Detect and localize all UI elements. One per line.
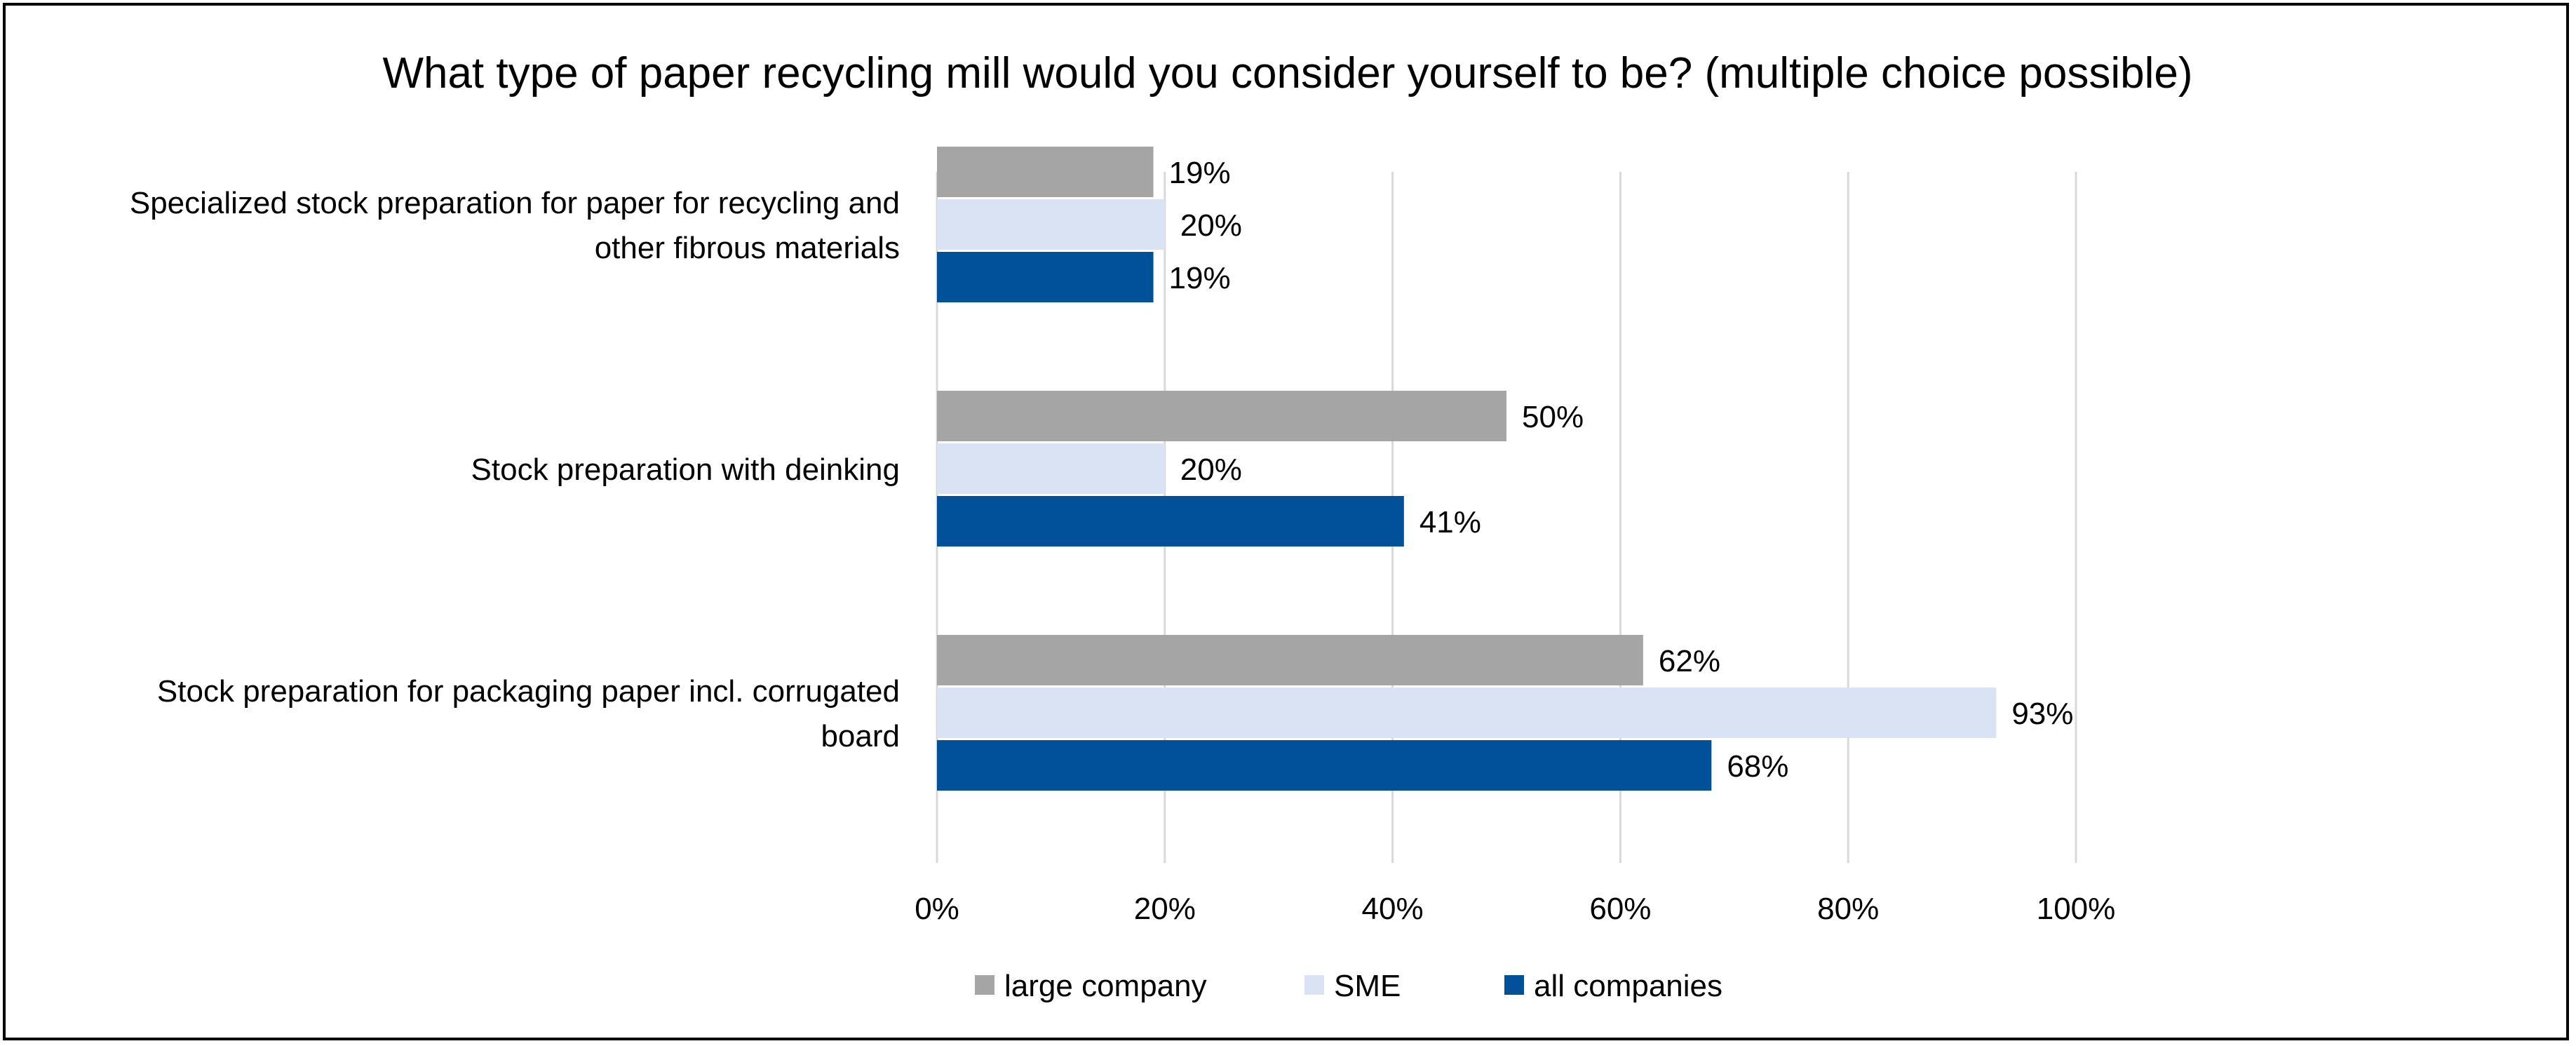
bar xyxy=(937,147,1154,197)
bar xyxy=(937,199,1165,250)
data-label: 93% xyxy=(2011,697,2073,731)
bar xyxy=(937,688,1997,738)
bar xyxy=(937,496,1404,547)
legend-swatch xyxy=(1304,975,1324,995)
category-label: other fibrous materials xyxy=(595,231,900,265)
data-label: 62% xyxy=(1659,644,1720,678)
data-label: 68% xyxy=(1727,749,1788,784)
legend-swatch xyxy=(975,975,994,995)
x-tick-label: 0% xyxy=(915,892,959,926)
data-label: 19% xyxy=(1169,156,1231,190)
legend-label: SME xyxy=(1334,969,1401,1003)
bar xyxy=(937,635,1643,685)
data-label: 41% xyxy=(1420,505,1481,539)
x-tick-label: 60% xyxy=(1589,892,1651,926)
x-tick-label: 80% xyxy=(1817,892,1879,926)
legend: large company SME all companies xyxy=(975,969,1722,1003)
data-label: 20% xyxy=(1180,452,1242,487)
category-label: Stock preparation with deinking xyxy=(471,452,900,487)
chart-title: What type of paper recycling mill would … xyxy=(382,49,2192,98)
category-label: Specialized stock preparation for paper … xyxy=(130,186,900,220)
bar xyxy=(937,252,1154,302)
bar xyxy=(937,443,1165,494)
bars xyxy=(937,147,1997,791)
legend-label: all companies xyxy=(1534,969,1722,1003)
x-tick-label: 20% xyxy=(1134,892,1196,926)
data-label: 19% xyxy=(1169,261,1231,295)
data-label: 20% xyxy=(1180,208,1242,243)
bar xyxy=(937,740,1712,791)
x-tick-label: 40% xyxy=(1362,892,1424,926)
data-label: 50% xyxy=(1522,400,1584,434)
x-tick-label: 100% xyxy=(2037,892,2116,926)
bar xyxy=(937,391,1506,441)
data-labels: 19% 20% 19% 50% 20% 41% 62% 93% 68% xyxy=(1169,156,2074,784)
x-axis-ticks: 0% 20% 40% 60% 80% 100% xyxy=(915,892,2115,926)
category-label: Stock preparation for packaging paper in… xyxy=(157,674,900,709)
category-label: board xyxy=(821,719,900,753)
legend-swatch xyxy=(1504,975,1524,995)
category-labels: Specialized stock preparation for paper … xyxy=(130,186,900,753)
legend-label: large company xyxy=(1004,969,1207,1003)
